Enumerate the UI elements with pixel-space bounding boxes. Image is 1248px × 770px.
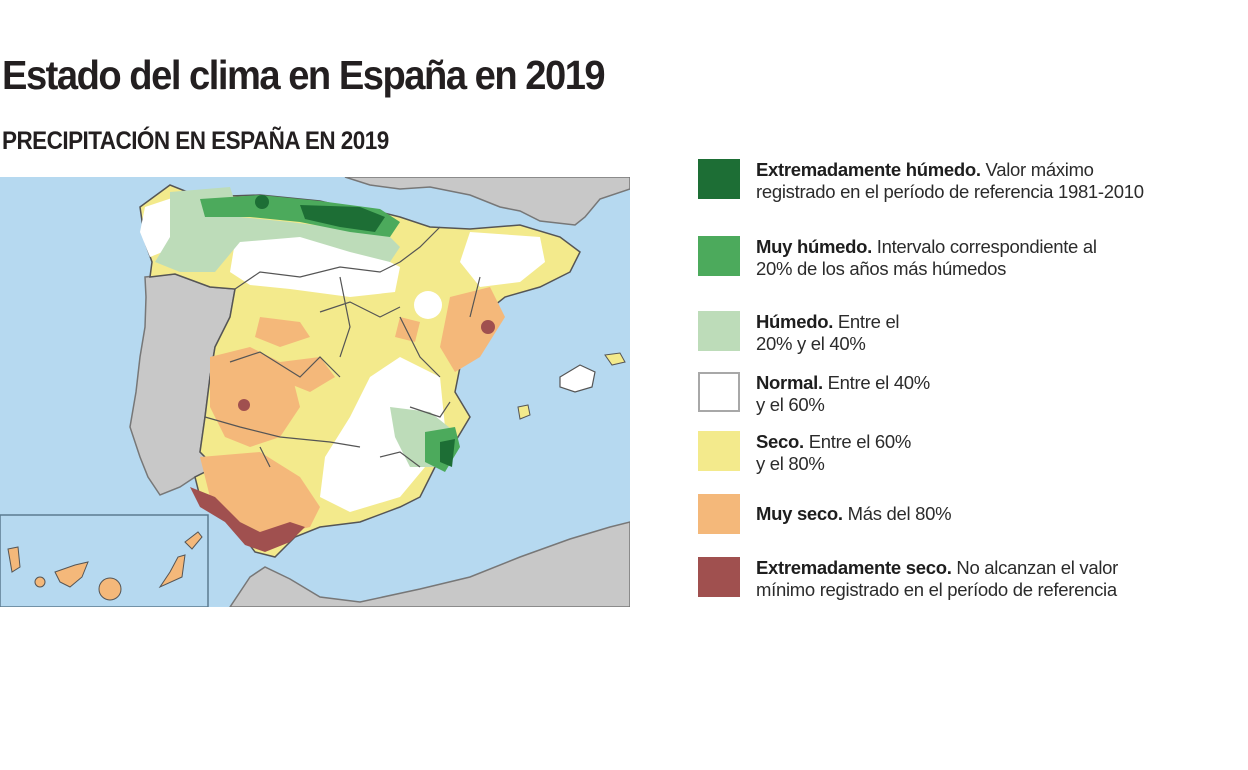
legend-label: Húmedo. [756,311,834,332]
region-extremely-dry-spot [238,399,250,411]
legend-text: Muy húmedo. Intervalo correspondiente al… [756,236,1097,280]
legend-desc: Más del 80% [842,503,952,524]
region-extremely-humid-cantabria [300,205,385,232]
legend-text: Seco. Entre el 60% y el 80% [756,431,911,475]
island-la-gomera [34,576,46,588]
island-gran-canaria [98,577,122,601]
africa-land [229,521,630,607]
legend-desc: Entre el 60% [803,431,912,452]
legend-desc-line2: registrado en el período de referencia 1… [756,181,1144,202]
legend-text: Muy seco. Más del 80% [756,503,952,525]
region-very-dry-extremadura [210,347,300,447]
legend-desc-line2: 20% de los años más húmedos [756,258,1007,279]
legend-label: Muy húmedo. [756,236,872,257]
legend-text: Normal. Entre el 40% y el 60% [756,372,930,416]
legend: Extremadamente húmedo. Valor máximo regi… [698,0,1248,770]
legend-label: Extremadamente húmedo. [756,159,981,180]
page-title: Estado del clima en España en 2019 [2,52,606,98]
map-svg [0,177,630,607]
region-very-dry-center [255,317,310,347]
legend-text: Extremadamente húmedo. Valor máximo regi… [756,159,1144,203]
region-extremely-humid-spot [255,195,269,209]
island-ibiza [517,404,531,420]
region-very-dry-andalucia [200,452,320,537]
legend-text: Extremadamente seco. No alcanzan el valo… [756,557,1118,601]
legend-desc-line2: y el 60% [756,394,825,415]
legend-swatch [698,494,740,534]
legend-desc-line2: mínimo registrado en el período de refer… [756,579,1117,600]
legend-desc: No alcanzan el valor [951,557,1119,578]
island-menorca [604,352,626,366]
region-very-dry-east [440,287,505,372]
legend-swatch [698,311,740,351]
region-very-dry-spot [395,317,420,342]
canary-inset [0,514,209,607]
legend-swatch [698,159,740,199]
precipitation-map: A E Met [0,177,630,607]
france-land [344,177,630,226]
island-mallorca [559,364,596,393]
legend-text: Húmedo. Entre el 20% y el 40% [756,311,900,355]
legend-label: Seco. [756,431,804,452]
legend-desc: Intervalo correspondiente al [871,236,1097,257]
legend-label: Extremadamente seco. [756,557,952,578]
legend-swatch [698,236,740,276]
map-subtitle: PRECIPITACIÓN EN ESPAÑA EN 2019 [2,127,389,155]
legend-label: Normal. [756,372,823,393]
region-normal-southeast [320,357,445,512]
region-extremely-dry-castellon [481,320,495,334]
legend-desc-line2: y el 80% [756,453,825,474]
island-la-palma [7,546,21,573]
region-normal-east [460,232,545,287]
legend-desc-line2: 20% y el 40% [756,333,866,354]
region-extremely-dry-south [190,487,305,552]
legend-desc: Valor máximo [980,159,1094,180]
region-extremely-humid-alicante [440,439,455,467]
island-fuerteventura [158,554,186,589]
legend-label: Muy seco. [756,503,843,524]
island-tenerife [54,561,89,588]
region-very-dry-toledo [280,357,335,392]
region-borders [204,226,481,468]
legend-desc: Entre el [833,311,900,332]
legend-swatch [698,431,740,471]
legend-swatch [698,372,740,412]
island-lanzarote [184,531,203,550]
legend-swatch [698,557,740,597]
region-normal-spot [414,291,442,319]
legend-desc: Entre el 40% [822,372,931,393]
